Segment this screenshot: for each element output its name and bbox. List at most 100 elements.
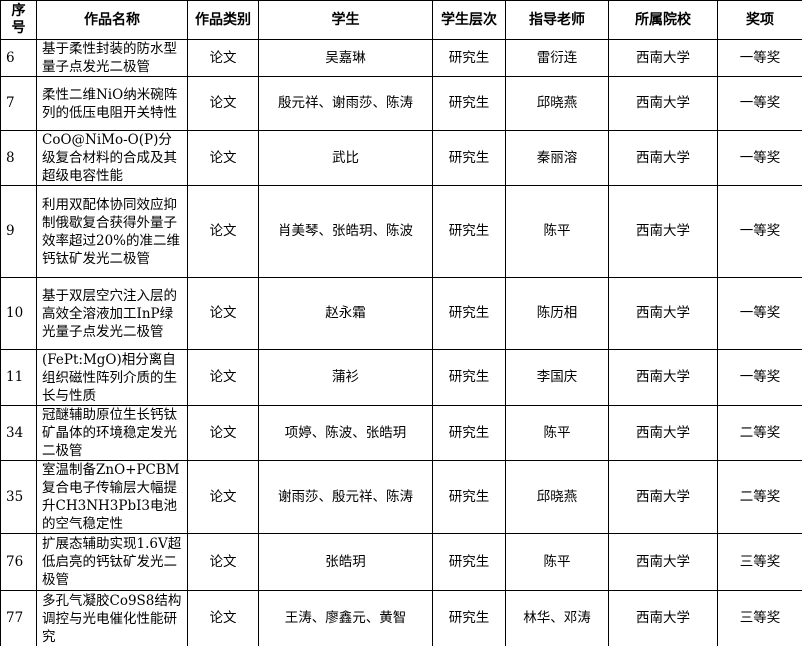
serial-number: 11 — [0, 349, 37, 406]
student-level: 研究生 — [432, 349, 506, 406]
header-cell: 序号 — [0, 0, 37, 40]
award: 一等奖 — [717, 349, 802, 406]
header-cell: 作品类别 — [187, 0, 259, 40]
header-cell: 奖项 — [717, 0, 802, 40]
table-row: 7 柔性二维NiO纳米碗阵列的低压电阻开关特性 论文 殷元祥、谢雨莎、陈涛 研究生 邱晓燕… — [0, 76, 802, 131]
serial-number: 8 — [0, 130, 37, 186]
serial-number: 9 — [0, 185, 37, 278]
table-row: 76 扩展态辅助实现1.6V超低启亮的钙钛矿发光二极管 论文 张皓玥 研究生 陈平 西南大学… — [0, 533, 802, 591]
award: 一等奖 — [717, 39, 802, 77]
work-type: 论文 — [187, 185, 259, 278]
work-title: 利用双配体协同效应抑制俄歇复合获得外量子效率超过20%的准二维钙钛矿发光二极管 — [36, 185, 188, 278]
table-row: 6 基于柔性封装的防水型量子点发光二极管 论文 吴嘉琳 研究生 雷衍连 西南大学 一等奖 — [0, 39, 802, 77]
advisor: 李国庆 — [505, 349, 609, 406]
work-title: CoO@NiMo-O(P)分级复合材料的合成及其超级电容性能 — [36, 130, 188, 186]
student-level: 研究生 — [432, 533, 506, 591]
header-row: 序号 作品名称 作品类别 学生 学生层次 指导老师 所属院校 奖项 — [0, 0, 802, 40]
serial-number: 6 — [0, 39, 37, 77]
university: 西南大学 — [608, 590, 718, 646]
work-type: 论文 — [187, 405, 259, 461]
work-title: 室温制备ZnO+PCBM复合电子传输层大幅提升CH3NH3PbI3电池的空气稳定… — [36, 460, 188, 534]
students: 肖美琴、张皓玥、陈波 — [258, 185, 433, 278]
advisor: 陈平 — [505, 405, 609, 461]
table-row: 9 利用双配体协同效应抑制俄歇复合获得外量子效率超过20%的准二维钙钛矿发光二极管… — [0, 185, 802, 278]
student-level: 研究生 — [432, 460, 506, 534]
award: 一等奖 — [717, 76, 802, 131]
students: 赵永霜 — [258, 277, 433, 350]
university: 西南大学 — [608, 130, 718, 186]
work-type: 论文 — [187, 533, 259, 591]
student-level: 研究生 — [432, 39, 506, 77]
header-cell: 作品名称 — [36, 0, 188, 40]
student-level: 研究生 — [432, 405, 506, 461]
work-title: 多孔气凝胶Co9S8结构调控与光电催化性能研究 — [36, 590, 188, 646]
students: 武比 — [258, 130, 433, 186]
header-cell: 学生 — [258, 0, 433, 40]
header-cell: 学生层次 — [432, 0, 506, 40]
students: 蒲衫 — [258, 349, 433, 406]
work-type: 论文 — [187, 76, 259, 131]
students: 项婷、陈波、张皓玥 — [258, 405, 433, 461]
advisor: 邱晓燕 — [505, 460, 609, 534]
header-cell: 指导老师 — [505, 0, 609, 40]
university: 西南大学 — [608, 349, 718, 406]
advisor: 陈平 — [505, 185, 609, 278]
work-type: 论文 — [187, 460, 259, 534]
header-cell: 所属院校 — [608, 0, 718, 40]
table-row: 77 多孔气凝胶Co9S8结构调控与光电催化性能研究 论文 王涛、廖鑫元、黄智 研究生林… — [0, 590, 802, 646]
work-type: 论文 — [187, 590, 259, 646]
work-type: 论文 — [187, 277, 259, 350]
award: 二等奖 — [717, 405, 802, 461]
university: 西南大学 — [608, 76, 718, 131]
award: 三等奖 — [717, 533, 802, 591]
university: 西南大学 — [608, 460, 718, 534]
university: 西南大学 — [608, 39, 718, 77]
award: 三等奖 — [717, 590, 802, 646]
table-body: 6 基于柔性封装的防水型量子点发光二极管 论文 吴嘉琳 研究生 雷衍连 西南大学 一等奖 7 柔性… — [0, 39, 802, 646]
advisor: 陈历相 — [505, 277, 609, 350]
students: 吴嘉琳 — [258, 39, 433, 77]
work-type: 论文 — [187, 130, 259, 186]
work-title: 基于双层空穴注入层的高效全溶液加工InP绿光量子点发光二极管 — [36, 277, 188, 350]
award: 一等奖 — [717, 185, 802, 278]
serial-number: 77 — [0, 590, 37, 646]
table-row: 11 (FePt:MgO)相分离自组织磁性阵列介质的生长与性质 论文 蒲衫 研究生 李国庆… — [0, 349, 802, 406]
serial-number: 35 — [0, 460, 37, 534]
table-row: 35 室温制备ZnO+PCBM复合电子传输层大幅提升CH3NH3PbI3电池的空气… — [0, 460, 802, 534]
advisor: 秦丽溶 — [505, 130, 609, 186]
student-level: 研究生 — [432, 76, 506, 131]
student-level: 研究生 — [432, 130, 506, 186]
university: 西南大学 — [608, 533, 718, 591]
table-row: 34 冠醚辅助原位生长钙钛矿晶体的环境稳定发光二极管 论文 项婷、陈波、张皓玥 研究生陈… — [0, 405, 802, 461]
work-type: 论文 — [187, 39, 259, 77]
award: 一等奖 — [717, 277, 802, 350]
student-level: 研究生 — [432, 277, 506, 350]
advisor: 雷衍连 — [505, 39, 609, 77]
university: 西南大学 — [608, 405, 718, 461]
work-type: 论文 — [187, 349, 259, 406]
award: 二等奖 — [717, 460, 802, 534]
table-row: 8 CoO@NiMo-O(P)分级复合材料的合成及其超级电容性能 论文 武比 研究生 秦丽… — [0, 130, 802, 186]
serial-number: 10 — [0, 277, 37, 350]
students: 殷元祥、谢雨莎、陈涛 — [258, 76, 433, 131]
serial-number: 7 — [0, 76, 37, 131]
student-level: 研究生 — [432, 590, 506, 646]
students: 王涛、廖鑫元、黄智 — [258, 590, 433, 646]
work-title: (FePt:MgO)相分离自组织磁性阵列介质的生长与性质 — [36, 349, 188, 406]
work-title: 扩展态辅助实现1.6V超低启亮的钙钛矿发光二极管 — [36, 533, 188, 591]
table-row: 10 基于双层空穴注入层的高效全溶液加工InP绿光量子点发光二极管 论文 赵永霜 研究生… — [0, 277, 802, 350]
students: 谢雨莎、殷元祥、陈涛 — [258, 460, 433, 534]
advisor: 林华、邓涛 — [505, 590, 609, 646]
work-title: 柔性二维NiO纳米碗阵列的低压电阻开关特性 — [36, 76, 188, 131]
advisor: 陈平 — [505, 533, 609, 591]
student-level: 研究生 — [432, 185, 506, 278]
advisor: 邱晓燕 — [505, 76, 609, 131]
award: 一等奖 — [717, 130, 802, 186]
work-title: 冠醚辅助原位生长钙钛矿晶体的环境稳定发光二极管 — [36, 405, 188, 461]
university: 西南大学 — [608, 277, 718, 350]
students: 张皓玥 — [258, 533, 433, 591]
serial-number: 34 — [0, 405, 37, 461]
serial-number: 76 — [0, 533, 37, 591]
